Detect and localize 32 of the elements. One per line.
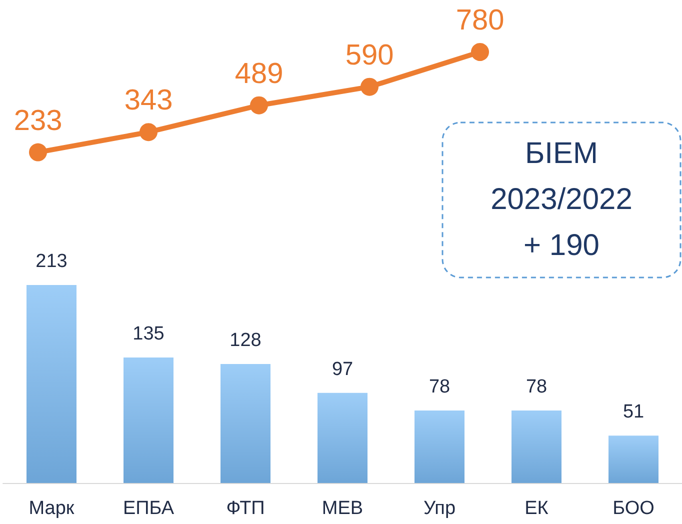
annotation: БІЕМ 2023/2022 + 190 — [490, 137, 632, 262]
data-label: 78 — [526, 376, 548, 398]
data-label: 489 — [234, 58, 284, 90]
bar — [318, 392, 368, 483]
point — [140, 123, 158, 142]
bar — [512, 410, 562, 483]
data-label: 51 — [622, 402, 644, 423]
data-label: 135 — [132, 324, 164, 345]
data-label: 780 — [456, 4, 504, 36]
data-label: 97 — [332, 358, 354, 380]
data-label: 343 — [124, 84, 173, 117]
bar — [26, 285, 76, 483]
bar — [414, 410, 464, 483]
x-tick-label: Марк — [28, 498, 75, 519]
bar — [220, 364, 270, 483]
x-tick-label: ФТП — [226, 498, 265, 519]
point — [29, 143, 47, 162]
data-label: 233 — [14, 104, 62, 137]
x-tick-label: Упр — [423, 498, 456, 519]
bar — [608, 436, 658, 483]
x-tick-label: ЕК — [524, 498, 548, 519]
x-tick-label: БОО — [612, 498, 654, 519]
data-label: 213 — [36, 251, 68, 272]
data-label: 78 — [428, 376, 450, 398]
x-tick-label: МЕВ — [322, 498, 364, 519]
bar — [124, 358, 174, 483]
x-tick-label: ЕПБА — [122, 498, 174, 519]
data-label: 590 — [345, 39, 394, 72]
point — [250, 96, 268, 114]
point — [360, 78, 378, 96]
point — [471, 43, 489, 61]
data-label: 128 — [230, 330, 262, 352]
